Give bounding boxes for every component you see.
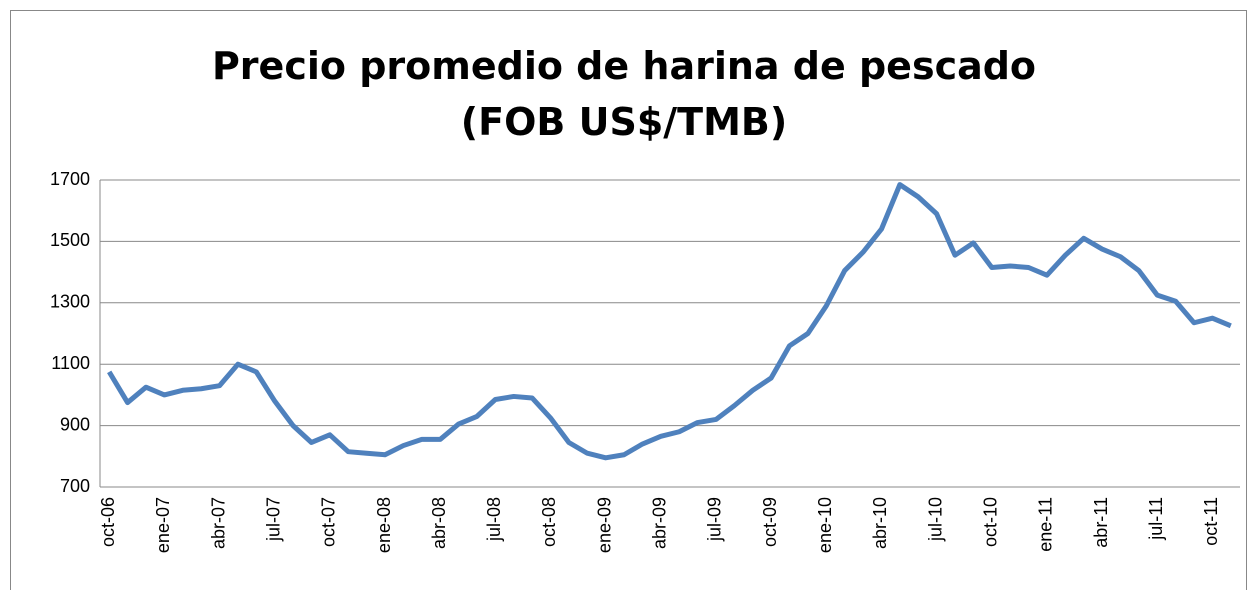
data-line xyxy=(107,182,1232,461)
x-tick-label: jul-08 xyxy=(484,497,504,542)
x-tick-label: jul-10 xyxy=(925,497,945,542)
x-tick-label: jul-07 xyxy=(263,497,283,542)
y-tick-label: 700 xyxy=(60,476,90,496)
x-tick-label: abr-08 xyxy=(429,497,449,549)
chart-title: Precio promedio de harina de pescado (FO… xyxy=(211,44,1037,144)
y-tick-label: 1700 xyxy=(50,169,90,189)
x-tick-label: oct-10 xyxy=(981,497,1001,547)
x-tick-label: ene-07 xyxy=(153,497,173,553)
x-tick-label: abr-10 xyxy=(870,497,890,549)
x-tick-label: oct-09 xyxy=(760,497,780,547)
y-tick-label: 900 xyxy=(60,414,90,434)
x-tick-label: oct-07 xyxy=(319,497,339,547)
x-tick-label: oct-06 xyxy=(98,497,118,547)
x-tick-label: ene-08 xyxy=(374,497,394,553)
x-tick-label: ene-09 xyxy=(594,497,614,553)
chart-border xyxy=(10,10,1247,590)
x-tick-label: abr-09 xyxy=(650,497,670,549)
x-tick-label: oct-11 xyxy=(1201,497,1221,546)
x-tick-label: jul-11 xyxy=(1146,497,1166,541)
x-tick-label: oct-08 xyxy=(539,497,559,547)
y-tick-label: 1300 xyxy=(50,292,90,312)
y-tick-label: 1500 xyxy=(50,230,90,250)
x-tick-label: abr-11 xyxy=(1091,497,1111,548)
y-tick-label: 1100 xyxy=(51,353,90,373)
x-tick-label: abr-07 xyxy=(208,497,228,549)
x-tick-label: ene-10 xyxy=(815,497,835,553)
x-tick-label: jul-09 xyxy=(705,497,725,542)
x-tick-label: ene-11 xyxy=(1036,497,1056,552)
